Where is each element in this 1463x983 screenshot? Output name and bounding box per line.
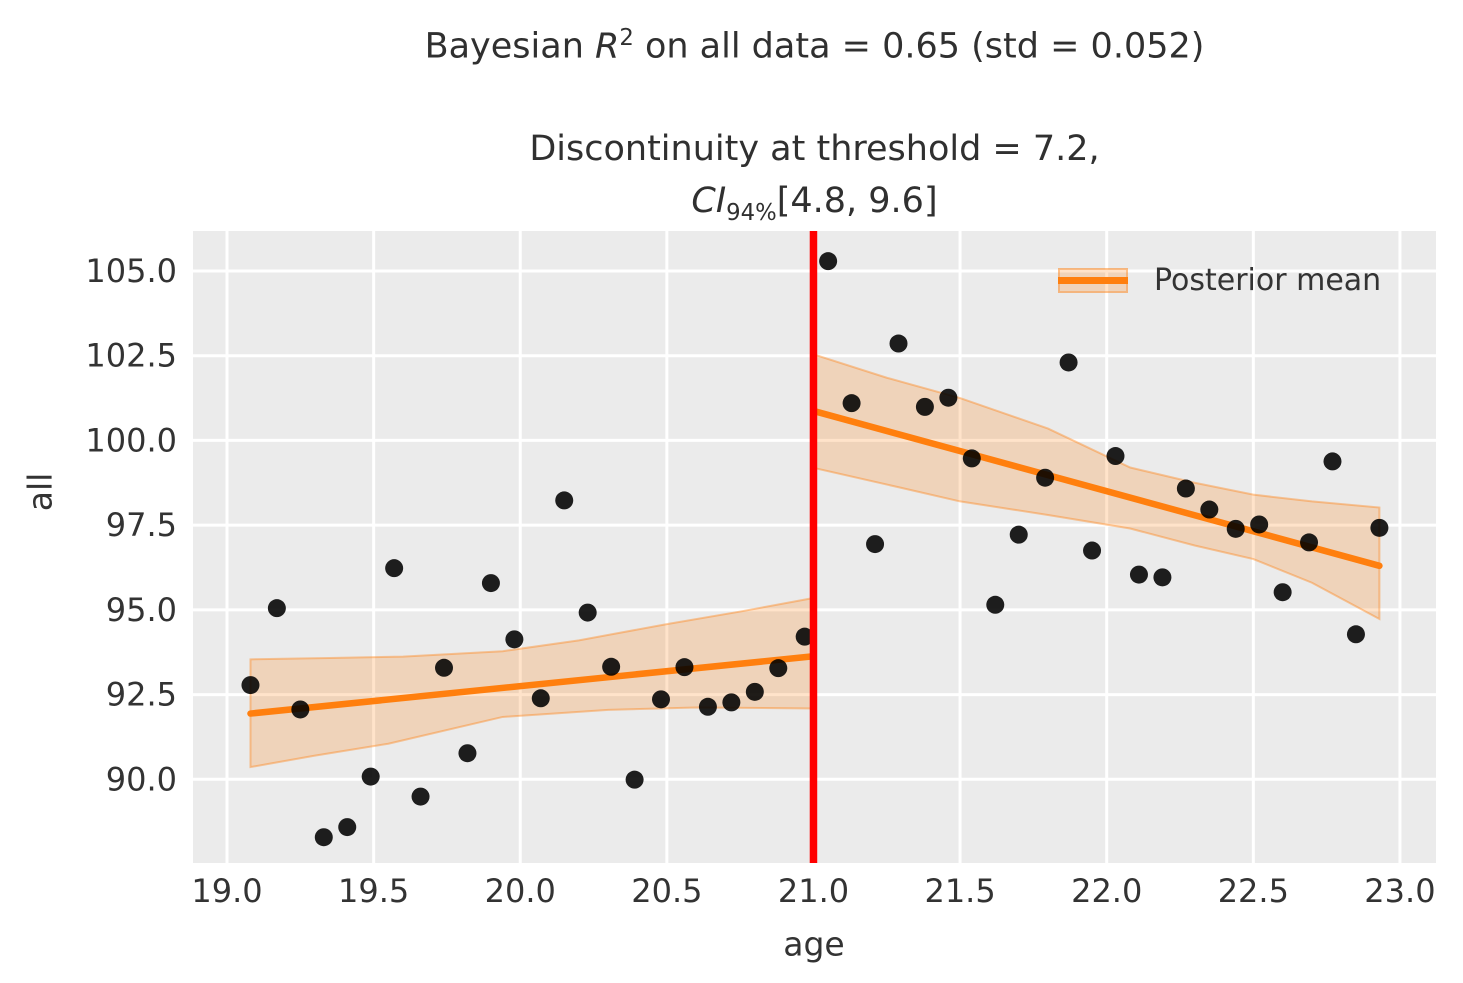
chart-subtitle-line1: Discontinuity at threshold = 7.2, [529,129,1100,169]
title-superscript: 2 [619,25,634,51]
scatter-point [481,574,500,593]
scatter-point [1036,468,1055,487]
scatter-point [361,767,380,786]
scatter-point [939,388,958,407]
scatter-point [819,252,838,271]
scatter-point [795,627,814,646]
scatter-point [1200,500,1219,519]
scatter-point [1273,583,1292,602]
scatter-point [291,700,310,719]
scatter-point [267,599,286,618]
legend: Posterior mean [1058,263,1381,298]
scatter-point [1346,625,1365,644]
scatter-point [866,535,885,554]
x-tick-label: 21.5 [924,872,995,910]
y-tick-label: 92.5 [106,676,177,714]
scatter-point [1300,533,1319,552]
scatter-point [531,689,550,708]
y-tick-label: 102.5 [85,337,177,375]
scatter-point [1323,452,1342,471]
scatter-point [578,603,597,622]
scatter-point [651,690,670,709]
scatter-point [458,744,477,763]
scatter-point [915,397,934,416]
scatter-point [1176,479,1195,498]
posterior-mean-right [810,407,1383,570]
scatter-point [962,449,981,468]
scatter-point [1009,525,1028,544]
scatter-point [1226,519,1245,538]
y-tick-label: 100.0 [85,421,177,459]
scatter-point [889,334,908,353]
scatter-point [986,595,1005,614]
scatter-point [675,658,694,677]
y-tick-label: 90.0 [106,760,177,798]
scatter-point [411,787,430,806]
chart-title: Bayesian R2 on all data = 0.65 (std = 0.… [193,16,1436,69]
chart-subtitle-line2: CI94%[4.8, 9.6] [193,179,1436,235]
scatter-point [1129,565,1148,584]
ci-symbol: CI [691,181,727,221]
x-tick-label: 19.0 [191,872,262,910]
x-tick-label: 20.0 [485,872,556,910]
x-axis-label: age [783,924,845,964]
scatter-point [1059,353,1078,372]
scatter-point [555,491,574,510]
x-tick-label: 22.0 [1071,872,1142,910]
scatter-point [842,394,861,413]
scatter-point [385,559,404,578]
posterior-mean-left [247,653,817,717]
scatter-point [602,657,621,676]
scatter-point [1250,515,1269,534]
ci-subscript: 94% [726,200,777,226]
scatter-point [314,828,333,847]
y-tick-label: 97.5 [106,506,177,544]
title-text: Bayesian [424,26,595,67]
scatter-point [769,659,788,678]
title-text-suffix: on all data = 0.65 (std = 0.052) [633,26,1205,67]
y-axis-label: all [20,472,60,512]
x-tick-label: 21.0 [778,872,849,910]
scatter-point [1370,518,1389,537]
scatter-point [435,658,454,677]
scatter-point [505,630,524,649]
posterior-mean-legend-swatch [1058,268,1128,293]
scatter-point [722,693,741,712]
scatter-point [1153,568,1172,587]
legend-label: Posterior mean [1154,263,1382,298]
x-tick-label: 22.5 [1218,872,1289,910]
y-tick-label: 95.0 [106,591,177,629]
y-tick-label: 105.0 [85,252,177,290]
x-tick-label: 23.0 [1364,872,1435,910]
posterior-mean-legend-line [1058,277,1128,284]
scatter-point [745,682,764,701]
scatter-point [241,676,260,695]
scatter-point [338,818,357,837]
scatter-point [1106,447,1125,466]
scatter-point [625,770,644,789]
title-r-symbol: R [595,26,620,67]
ci-interval-text: [4.8, 9.6] [776,181,938,221]
x-tick-label: 20.5 [631,872,702,910]
scatter-point [1083,541,1102,560]
x-tick-label: 19.5 [338,872,409,910]
scatter-point [698,697,717,716]
